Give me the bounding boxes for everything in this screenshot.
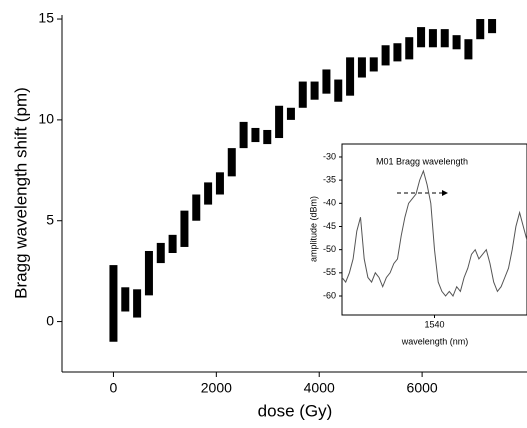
range-bar bbox=[227, 148, 236, 177]
spectrum-line bbox=[341, 169, 527, 297]
y-tick-label: -35 bbox=[323, 175, 336, 185]
range-bar bbox=[322, 69, 331, 94]
x-tick-label: 1540 bbox=[424, 319, 444, 329]
inset-title: M01 Bragg wavelength bbox=[376, 156, 468, 166]
y-tick-label: 10 bbox=[38, 111, 54, 127]
range-bar bbox=[334, 79, 343, 102]
range-bar bbox=[440, 29, 449, 48]
range-bar bbox=[381, 45, 390, 66]
range-bar bbox=[428, 29, 437, 48]
range-bar bbox=[192, 194, 201, 221]
y-tick-label: -55 bbox=[323, 267, 336, 277]
x-tick-label: 0 bbox=[110, 380, 118, 396]
range-bar bbox=[476, 19, 485, 40]
range-bar bbox=[263, 129, 272, 145]
x-tick-label: 4000 bbox=[304, 380, 335, 396]
range-bar bbox=[133, 289, 142, 318]
x-axis-label: dose (Gy) bbox=[258, 401, 333, 420]
inset-y-label: amplitude (dBm) bbox=[308, 196, 318, 262]
y-tick-label: -40 bbox=[323, 198, 336, 208]
range-bar bbox=[464, 39, 473, 60]
y-tick-label: -30 bbox=[323, 151, 336, 161]
range-bar bbox=[369, 57, 378, 72]
range-bar bbox=[239, 121, 248, 149]
y-tick-label: 5 bbox=[46, 211, 54, 227]
y-tick-label: 0 bbox=[46, 312, 54, 328]
range-bar bbox=[405, 37, 414, 60]
range-bar bbox=[346, 57, 355, 96]
y-tick-label: -50 bbox=[323, 244, 336, 254]
x-tick-label: 6000 bbox=[407, 380, 438, 396]
y-tick-label: -60 bbox=[323, 290, 336, 300]
range-bar bbox=[357, 57, 366, 78]
range-bar bbox=[215, 172, 224, 195]
inset-x-label: wavelength (nm) bbox=[401, 336, 469, 346]
range-bar bbox=[251, 127, 260, 143]
range-bar bbox=[180, 210, 189, 247]
range-bar bbox=[275, 105, 284, 139]
range-bar bbox=[286, 107, 295, 120]
range-bar bbox=[109, 265, 118, 342]
y-tick-label: 15 bbox=[38, 10, 54, 26]
range-bar bbox=[121, 287, 130, 312]
range-bar bbox=[156, 242, 165, 264]
range-bar bbox=[393, 43, 402, 62]
range-bar bbox=[144, 250, 153, 296]
inset-frame bbox=[341, 143, 527, 316]
range-bar bbox=[298, 81, 307, 108]
range-bar bbox=[168, 234, 177, 253]
range-bar bbox=[488, 19, 497, 34]
range-bar bbox=[204, 182, 213, 205]
range-bar bbox=[452, 35, 461, 50]
range-bar bbox=[310, 81, 319, 100]
y-tick-label: -45 bbox=[323, 221, 336, 231]
x-tick-label: 2000 bbox=[201, 380, 232, 396]
y-axis-label: Bragg wavelength shift (pm) bbox=[11, 87, 30, 299]
range-bar bbox=[417, 27, 426, 48]
